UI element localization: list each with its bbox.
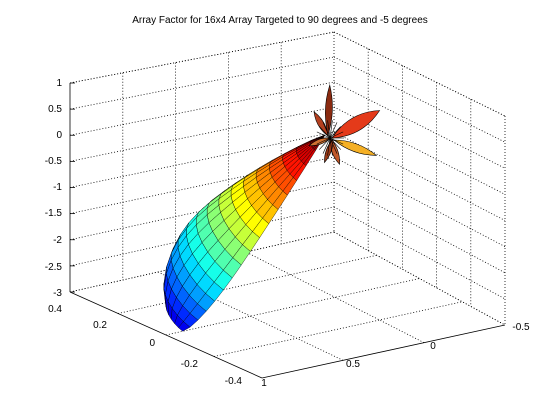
y-axis-line bbox=[69, 291, 263, 379]
origin-mesh-line bbox=[329, 131, 344, 139]
grid-line bbox=[333, 31, 506, 117]
origin-mesh-line bbox=[329, 137, 333, 156]
z-tick-label: 0 bbox=[56, 130, 62, 141]
origin-mesh-line bbox=[316, 137, 331, 145]
grid-line bbox=[69, 81, 335, 136]
grid-line bbox=[333, 81, 506, 169]
axes-box bbox=[69, 82, 506, 379]
z-tick-label: -1 bbox=[53, 182, 62, 193]
side-lobe bbox=[313, 111, 329, 137]
y-tick-label: 0.2 bbox=[93, 320, 107, 331]
grid-line bbox=[165, 278, 420, 336]
origin-mesh-line bbox=[329, 122, 338, 139]
origin-mesh-line bbox=[329, 137, 344, 145]
y-tick-label: -0.2 bbox=[181, 359, 199, 370]
origin-mesh-line bbox=[319, 126, 331, 139]
x-axis-line bbox=[261, 324, 506, 379]
x-tick-label: 0.5 bbox=[346, 359, 360, 370]
origin-mesh-line bbox=[327, 120, 331, 139]
grid-line bbox=[333, 231, 506, 326]
grid-line bbox=[157, 271, 344, 361]
origin-mesh-line bbox=[327, 137, 331, 156]
z-tick-label: 0.5 bbox=[48, 104, 62, 115]
grid-line bbox=[117, 254, 377, 314]
grid-line bbox=[333, 56, 506, 143]
grid-line bbox=[69, 56, 335, 110]
grid-line bbox=[333, 31, 506, 117]
side-lobe bbox=[325, 83, 333, 137]
origin-mesh-line bbox=[329, 137, 341, 150]
side-lobe bbox=[333, 139, 378, 156]
grid-line bbox=[69, 31, 335, 84]
array-factor-surface bbox=[163, 83, 381, 332]
x-axis-ticks: 1 0.5 0 -0.5 bbox=[261, 322, 530, 389]
y-tick-label: 0.4 bbox=[48, 304, 62, 315]
grid-line bbox=[245, 251, 425, 344]
origin-mesh-line bbox=[322, 137, 331, 154]
side-lobe bbox=[331, 110, 381, 139]
surface-patch bbox=[178, 321, 191, 332]
origin-mesh-line bbox=[329, 120, 333, 139]
origin-mesh-line bbox=[329, 137, 338, 154]
origin-mesh-line bbox=[329, 126, 341, 139]
origin-mesh-line bbox=[319, 137, 331, 150]
grid-line bbox=[333, 181, 506, 274]
z-axis-ticks: 1 0.5 0 -0.5 -1 -1.5 -2 -2.5 -3 bbox=[45, 78, 63, 299]
grid-lines bbox=[69, 31, 506, 361]
y-tick-label: -0.4 bbox=[225, 376, 243, 387]
z-tick-label: -2.5 bbox=[45, 262, 63, 273]
grid-line bbox=[333, 156, 506, 247]
grid-line bbox=[213, 301, 463, 357]
x-tick-label: 0 bbox=[430, 341, 436, 352]
z-tick-label: -3 bbox=[53, 288, 62, 299]
z-tick-label: -1.5 bbox=[45, 208, 63, 219]
chart-title: Array Factor for 16x4 Array Targeted to … bbox=[132, 15, 428, 26]
origin-mesh-line bbox=[322, 122, 331, 139]
z-tick-label: -0.5 bbox=[45, 156, 63, 167]
grid-line bbox=[333, 131, 506, 221]
grid-line bbox=[333, 106, 506, 195]
z-tick-label: 1 bbox=[56, 78, 62, 89]
x-tick-label: -0.5 bbox=[512, 322, 530, 333]
y-axis-ticks: 0.4 0.2 0 -0.2 -0.4 bbox=[48, 304, 242, 387]
grid-line bbox=[333, 206, 506, 300]
z-tick-label: -2 bbox=[53, 235, 62, 246]
y-tick-label: 0 bbox=[149, 338, 155, 349]
x-tick-label: 1 bbox=[261, 378, 267, 389]
origin-mesh-line bbox=[316, 131, 331, 139]
